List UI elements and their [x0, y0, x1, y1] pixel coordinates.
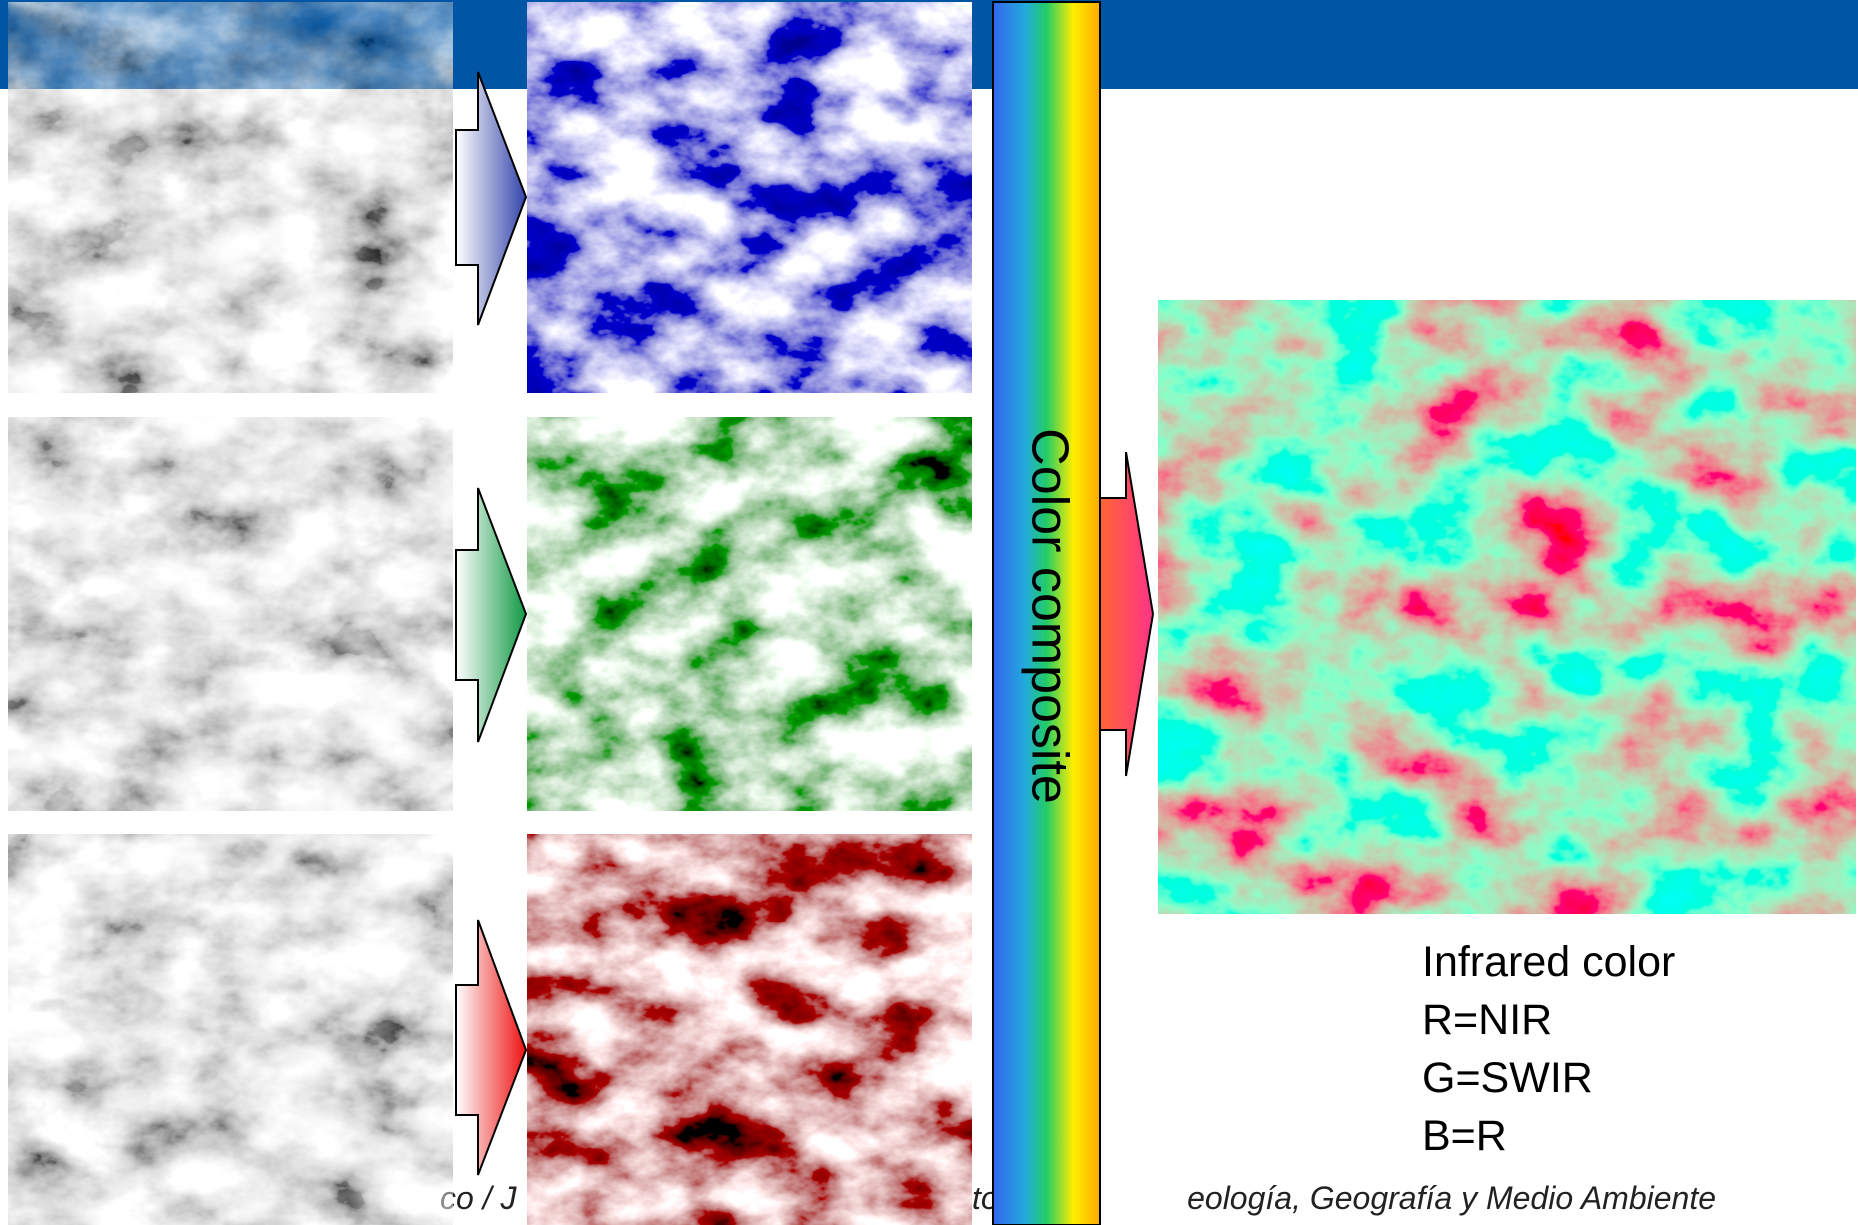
blue-image	[527, 2, 972, 393]
green-image	[527, 417, 972, 811]
arrow	[456, 72, 526, 325]
band-image	[8, 2, 453, 393]
composite-image	[1158, 300, 1856, 914]
arrow	[1100, 452, 1153, 776]
caption-line: B=R	[1422, 1112, 1507, 1160]
footer-text: eología, Geografía y Medio Ambiente	[1187, 1180, 1716, 1216]
arrow	[456, 920, 526, 1175]
band-image	[8, 834, 453, 1225]
band-image	[8, 417, 453, 811]
caption: Infrared color R=NIR G=SWIR B=R	[1422, 938, 1675, 1160]
bar-label: Color composite	[1020, 428, 1078, 804]
arrow	[456, 488, 526, 742]
slide: eología, Geografía y Medio Ambiente co /…	[0, 0, 1858, 1225]
caption-line: G=SWIR	[1422, 1054, 1593, 1102]
caption-line: R=NIR	[1422, 996, 1552, 1044]
red-image	[527, 834, 972, 1225]
caption-line: Infrared color	[1422, 938, 1675, 986]
